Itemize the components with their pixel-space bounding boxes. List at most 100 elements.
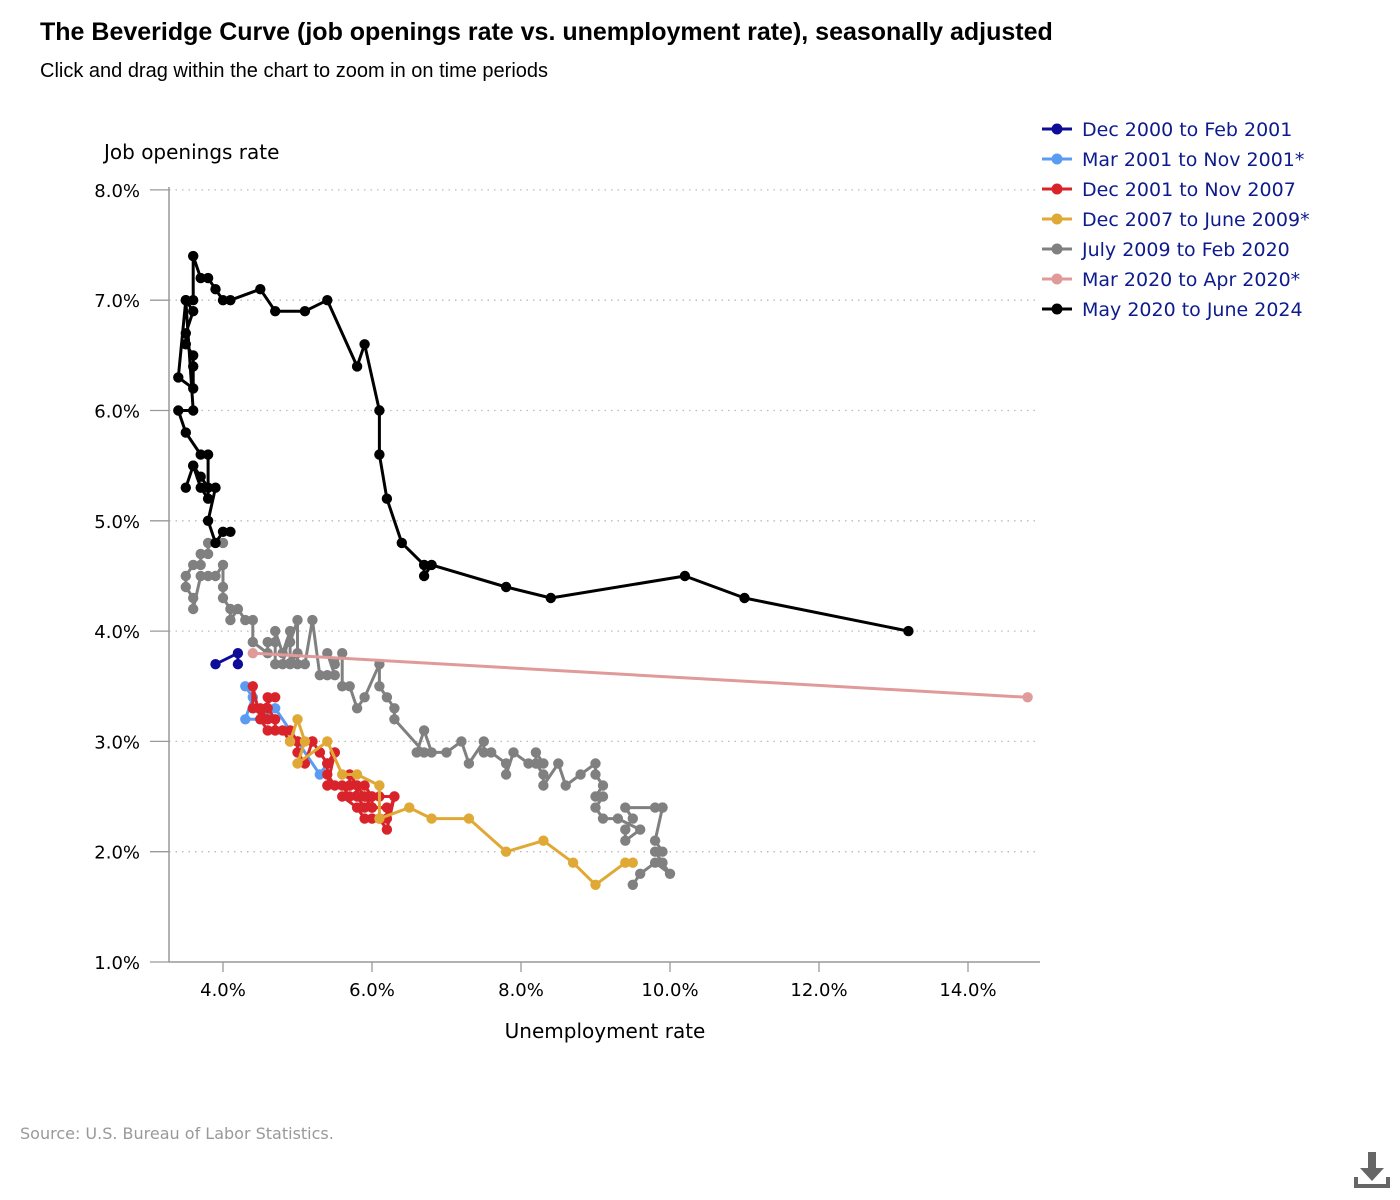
data-point[interactable] — [374, 813, 385, 824]
legend-item[interactable]: July 2009 to Feb 2020 — [1042, 239, 1290, 261]
data-point[interactable] — [299, 306, 311, 317]
data-point[interactable] — [620, 802, 631, 813]
data-point[interactable] — [240, 714, 251, 725]
data-point[interactable] — [262, 703, 273, 714]
data-point[interactable] — [351, 780, 363, 791]
data-point[interactable] — [649, 857, 661, 868]
data-point[interactable] — [411, 747, 422, 758]
data-point[interactable] — [463, 758, 475, 769]
data-point[interactable] — [255, 714, 266, 725]
data-point[interactable] — [270, 714, 281, 725]
data-point[interactable] — [202, 570, 214, 582]
legend-item[interactable]: Dec 2001 to Nov 2007 — [1042, 179, 1296, 201]
data-point[interactable] — [232, 659, 244, 670]
data-point[interactable] — [188, 383, 199, 394]
legend-item[interactable]: Mar 2001 to Nov 2001* — [1042, 149, 1304, 171]
beveridge-curve-chart[interactable]: 1.0% 2.0% 3.0% 4.0% 5.0% 6.0% 7.0% 8.0% 4.0% 6.0%… — [0, 0, 1400, 1100]
data-point[interactable] — [202, 548, 214, 560]
data-point[interactable] — [188, 361, 199, 372]
data-point[interactable] — [374, 780, 385, 791]
data-point[interactable] — [381, 802, 393, 813]
data-point[interactable] — [195, 570, 206, 582]
data-point[interactable] — [217, 537, 229, 549]
data-point[interactable] — [620, 857, 631, 868]
data-point[interactable] — [351, 791, 363, 802]
legend-item[interactable]: Dec 2007 to June 2009* — [1042, 209, 1310, 231]
series-5[interactable] — [247, 648, 1033, 703]
data-point[interactable] — [404, 802, 415, 813]
data-point[interactable] — [500, 758, 512, 769]
data-point[interactable] — [374, 405, 385, 416]
data-point[interactable] — [530, 747, 542, 758]
data-point[interactable] — [620, 824, 631, 835]
data-point[interactable] — [418, 570, 430, 582]
data-point[interactable] — [292, 758, 303, 769]
data-point[interactable] — [292, 614, 303, 626]
data-point[interactable] — [210, 284, 221, 295]
data-point[interactable] — [649, 846, 661, 857]
data-point[interactable] — [366, 791, 378, 802]
series-3[interactable] — [284, 714, 638, 890]
data-point[interactable] — [441, 747, 452, 758]
data-point[interactable] — [225, 603, 236, 615]
data-point[interactable] — [590, 791, 601, 802]
data-point[interactable] — [202, 482, 214, 493]
series-2[interactable] — [247, 681, 400, 835]
series-line[interactable] — [252, 651, 1028, 699]
data-point[interactable] — [337, 648, 348, 659]
data-point[interactable] — [575, 769, 586, 780]
data-point[interactable] — [188, 592, 199, 604]
data-point[interactable] — [590, 758, 601, 769]
data-point[interactable] — [389, 703, 400, 714]
data-point[interactable] — [322, 769, 333, 780]
data-point[interactable] — [329, 659, 340, 670]
data-point[interactable] — [545, 592, 556, 604]
data-point[interactable] — [463, 813, 475, 824]
data-point[interactable] — [635, 868, 646, 879]
data-point[interactable] — [426, 747, 437, 758]
data-point[interactable] — [225, 614, 236, 626]
data-point[interactable] — [329, 670, 340, 681]
data-point[interactable] — [210, 570, 221, 582]
data-point[interactable] — [426, 559, 437, 571]
data-point[interactable] — [418, 559, 430, 571]
data-point[interactable] — [523, 758, 534, 769]
legend-item[interactable]: May 2020 to June 2024 — [1042, 299, 1303, 321]
data-point[interactable] — [173, 372, 184, 383]
data-point[interactable] — [344, 780, 355, 791]
data-point[interactable] — [292, 714, 303, 725]
data-point[interactable] — [538, 769, 549, 780]
data-point[interactable] — [560, 780, 571, 791]
data-point[interactable] — [217, 592, 229, 604]
data-point[interactable] — [284, 636, 296, 648]
data-point[interactable] — [299, 736, 311, 747]
data-point[interactable] — [232, 648, 244, 659]
data-point[interactable] — [262, 692, 273, 703]
data-point[interactable] — [188, 460, 199, 471]
data-point[interactable] — [284, 736, 296, 747]
series-layer[interactable] — [173, 250, 1033, 890]
data-point[interactable] — [679, 570, 691, 582]
data-point[interactable] — [389, 791, 400, 802]
data-point[interactable] — [538, 835, 549, 846]
data-point[interactable] — [590, 769, 601, 780]
data-point[interactable] — [657, 802, 668, 813]
data-point[interactable] — [270, 306, 281, 317]
data-point[interactable] — [195, 471, 206, 482]
data-point[interactable] — [322, 295, 333, 306]
data-point[interactable] — [195, 548, 206, 560]
data-point[interactable] — [351, 769, 363, 780]
data-point[interactable] — [202, 537, 214, 549]
data-point[interactable] — [486, 747, 497, 758]
data-point[interactable] — [188, 559, 199, 571]
data-point[interactable] — [262, 636, 273, 648]
data-point[interactable] — [277, 659, 288, 670]
data-point[interactable] — [508, 747, 519, 758]
data-point[interactable] — [657, 857, 668, 868]
data-point[interactable] — [188, 306, 199, 317]
data-point[interactable] — [478, 736, 489, 747]
data-point[interactable] — [262, 714, 273, 725]
data-point[interactable] — [188, 250, 199, 262]
data-point[interactable] — [344, 681, 355, 692]
data-point[interactable] — [649, 835, 661, 846]
